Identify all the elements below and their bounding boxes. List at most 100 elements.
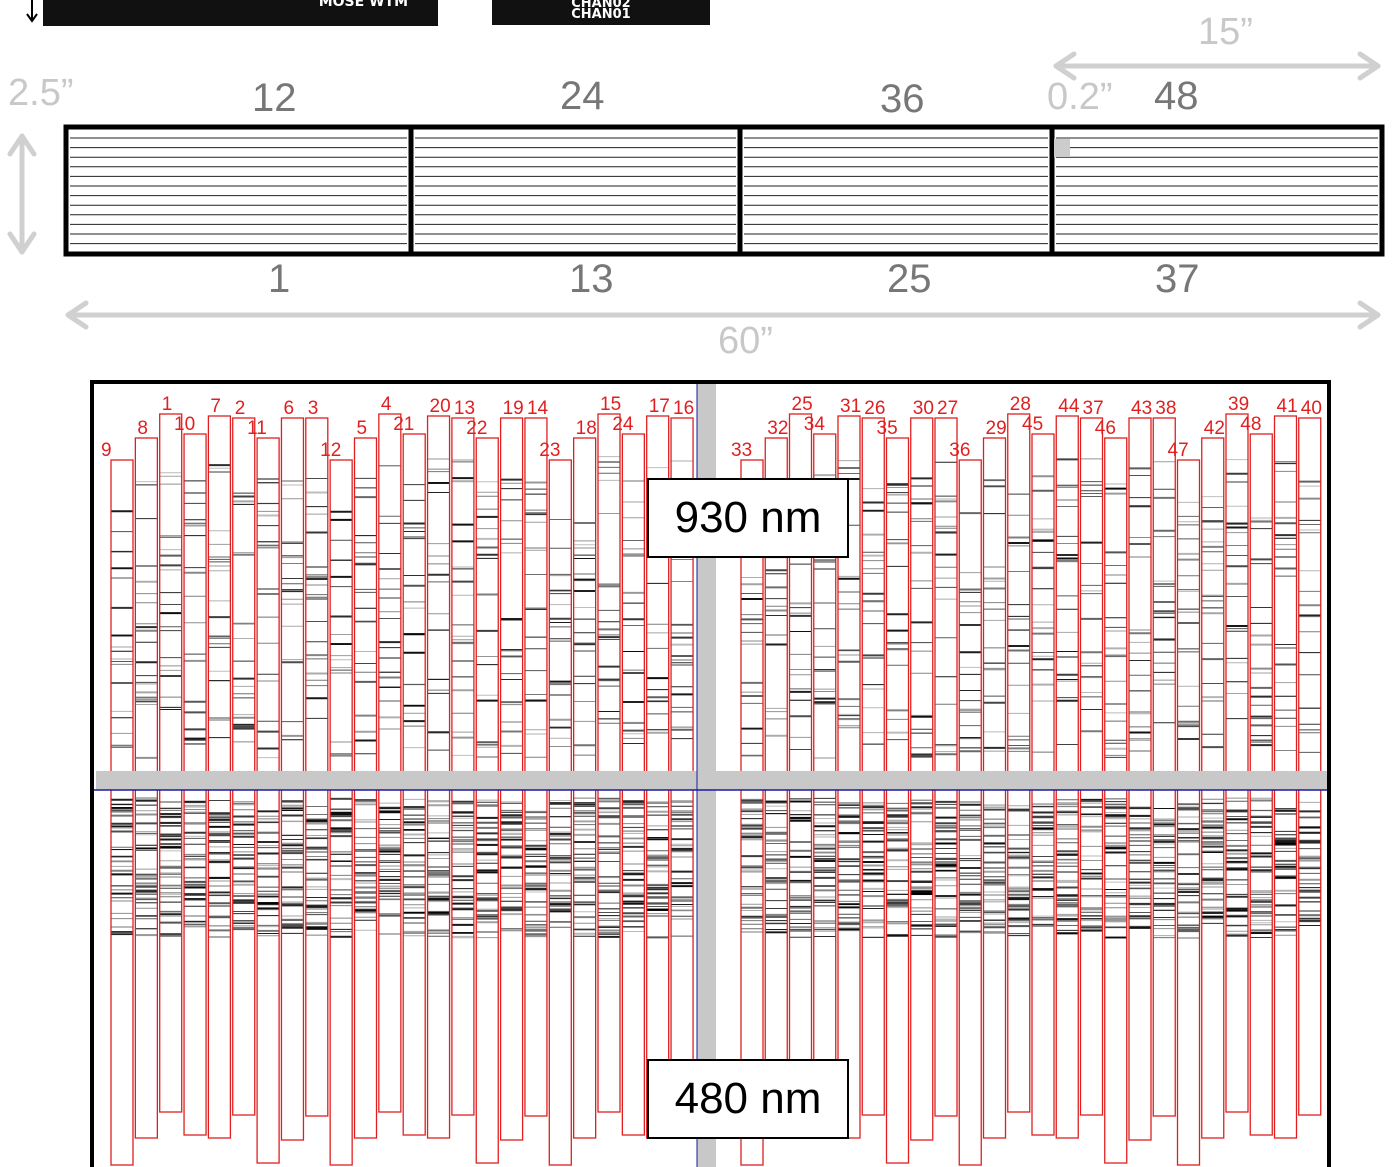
fiber-strip-outline bbox=[934, 417, 958, 1117]
slit-panel bbox=[63, 124, 1385, 257]
fiber-number: 5 bbox=[357, 418, 368, 439]
dimension-arrows bbox=[7, 51, 1381, 330]
fiber-strip-outline bbox=[1007, 413, 1031, 1113]
wavelength-label-top: 930 nm bbox=[647, 478, 849, 558]
fiber-strip: 9 bbox=[101, 440, 134, 1166]
fiber-number: 10 bbox=[174, 414, 195, 435]
fiber-strip: 40 bbox=[1298, 398, 1322, 1116]
fiber-strip-outline bbox=[475, 437, 499, 1164]
fiber-strip: 1 bbox=[159, 394, 183, 1113]
fiber-strip-outline bbox=[885, 437, 910, 1164]
fiber-number: 7 bbox=[210, 396, 221, 417]
length-dimension-label: 60” bbox=[718, 320, 773, 362]
fiber-number: 37 bbox=[1083, 398, 1104, 419]
width-arrow-left-head bbox=[1053, 51, 1077, 81]
fiber-number: 24 bbox=[612, 414, 634, 435]
fiber-number: 42 bbox=[1204, 418, 1225, 439]
header-strip-right: CHAN02 CHAN01 bbox=[492, 0, 710, 25]
fiber-strip: 18 bbox=[573, 418, 597, 1139]
fiber-strip: 3 bbox=[305, 398, 329, 1117]
panel-top-number-3: 36 bbox=[880, 77, 925, 121]
fiber-number: 31 bbox=[840, 396, 861, 417]
fiber-strip-outline bbox=[548, 459, 572, 1166]
fiber-strip: 27 bbox=[934, 398, 958, 1117]
panel-bottom-number-4: 37 bbox=[1155, 257, 1200, 301]
fiber-strip: 15 bbox=[597, 394, 621, 1113]
fiber-strip-outline bbox=[256, 437, 280, 1164]
gap-dimension-label: 0.2” bbox=[1047, 76, 1113, 118]
fiber-strip-outline bbox=[1225, 413, 1249, 1113]
fiber-strip: 14 bbox=[524, 398, 549, 1117]
fiber-number: 44 bbox=[1058, 396, 1080, 417]
fiber-number: 39 bbox=[1228, 394, 1249, 415]
header-strip-right-line-1: CHAN02 bbox=[571, 0, 631, 11]
fiber-number: 13 bbox=[454, 398, 475, 419]
fiber-number: 25 bbox=[792, 394, 813, 415]
header-strip-left: MOSE WTM bbox=[43, 0, 438, 26]
fiber-number: 33 bbox=[731, 440, 752, 461]
fiber-number: 21 bbox=[393, 414, 414, 435]
fiber-strip: 28 bbox=[1007, 394, 1031, 1113]
fiber-number: 36 bbox=[949, 440, 970, 461]
slit-panel-border bbox=[63, 124, 1385, 257]
width-arrow-right-head bbox=[1357, 51, 1381, 81]
fiber-number: 20 bbox=[430, 396, 451, 417]
fiber-number: 1 bbox=[162, 394, 173, 415]
fiber-strip-outline bbox=[1079, 417, 1104, 1116]
height-arrow-top-head bbox=[7, 133, 37, 157]
fiber-number: 41 bbox=[1277, 396, 1298, 417]
fiber-strip: 38 bbox=[1152, 398, 1176, 1117]
fiber-strip: 23 bbox=[539, 440, 572, 1166]
fiber-strip: 11 bbox=[247, 418, 280, 1164]
fiber-number: 18 bbox=[576, 418, 597, 439]
fiber-strip-outline bbox=[524, 417, 548, 1117]
fiber-strip: 37 bbox=[1079, 398, 1104, 1116]
wavelength-label-bottom: 480 nm bbox=[647, 1059, 849, 1139]
fiber-strip-outline bbox=[110, 459, 134, 1166]
height-arrow-bottom-head bbox=[7, 231, 37, 255]
fiber-number: 28 bbox=[1010, 394, 1031, 415]
fiber-strip: 47 bbox=[1168, 440, 1201, 1166]
fiber-number: 35 bbox=[877, 418, 898, 439]
fiber-strip: 35 bbox=[877, 418, 910, 1164]
fiber-number: 8 bbox=[137, 418, 148, 439]
fiber-number: 23 bbox=[539, 440, 560, 461]
fiber-number: 17 bbox=[649, 396, 670, 417]
panel-top-number-2: 24 bbox=[560, 74, 605, 118]
fiber-strip-outline bbox=[378, 413, 402, 1113]
fiber-strip-outline bbox=[1104, 437, 1128, 1164]
fiber-number: 45 bbox=[1022, 414, 1043, 435]
fiber-strip: 45 bbox=[1022, 414, 1055, 1136]
fiber-number: 30 bbox=[913, 398, 934, 419]
fiber-strip-outline bbox=[451, 417, 475, 1116]
fiber-number: 32 bbox=[767, 418, 788, 439]
fiber-strip: 12 bbox=[320, 440, 353, 1166]
fiber-number: 22 bbox=[466, 418, 487, 439]
fiber-strip-outline bbox=[597, 413, 621, 1113]
fiber-number: 16 bbox=[673, 398, 694, 419]
horizontal-divider bbox=[96, 771, 1328, 790]
fiber-strip-outline bbox=[232, 417, 256, 1116]
fiber-strip: 13 bbox=[451, 398, 475, 1116]
fiber-number: 27 bbox=[937, 398, 958, 419]
fiber-strip-outline bbox=[305, 417, 329, 1117]
fiber-strip: 33 bbox=[731, 440, 764, 1166]
fiber-number: 3 bbox=[308, 398, 319, 419]
fiber-number: 2 bbox=[235, 398, 246, 419]
fiber-number: 9 bbox=[101, 440, 112, 461]
fiber-strip: 26 bbox=[861, 398, 885, 1116]
length-arrow-right-head bbox=[1357, 300, 1381, 330]
fiber-number: 29 bbox=[986, 418, 1007, 439]
fiber-number: 34 bbox=[804, 414, 826, 435]
fiber-strip: 39 bbox=[1225, 394, 1249, 1113]
fiber-strip-outline bbox=[958, 459, 982, 1166]
panel-bottom-number-1: 1 bbox=[268, 257, 291, 301]
panel-top-number-1: 12 bbox=[252, 76, 297, 120]
fiber-number: 38 bbox=[1155, 398, 1176, 419]
header-strip-left-text: MOSE WTM bbox=[318, 0, 408, 10]
fiber-strip-outline bbox=[329, 459, 353, 1166]
fiber-number: 47 bbox=[1168, 440, 1189, 461]
spectra-frame bbox=[90, 380, 1331, 1167]
fiber-strip-outline bbox=[1298, 417, 1322, 1116]
fiber-number: 19 bbox=[503, 398, 524, 419]
